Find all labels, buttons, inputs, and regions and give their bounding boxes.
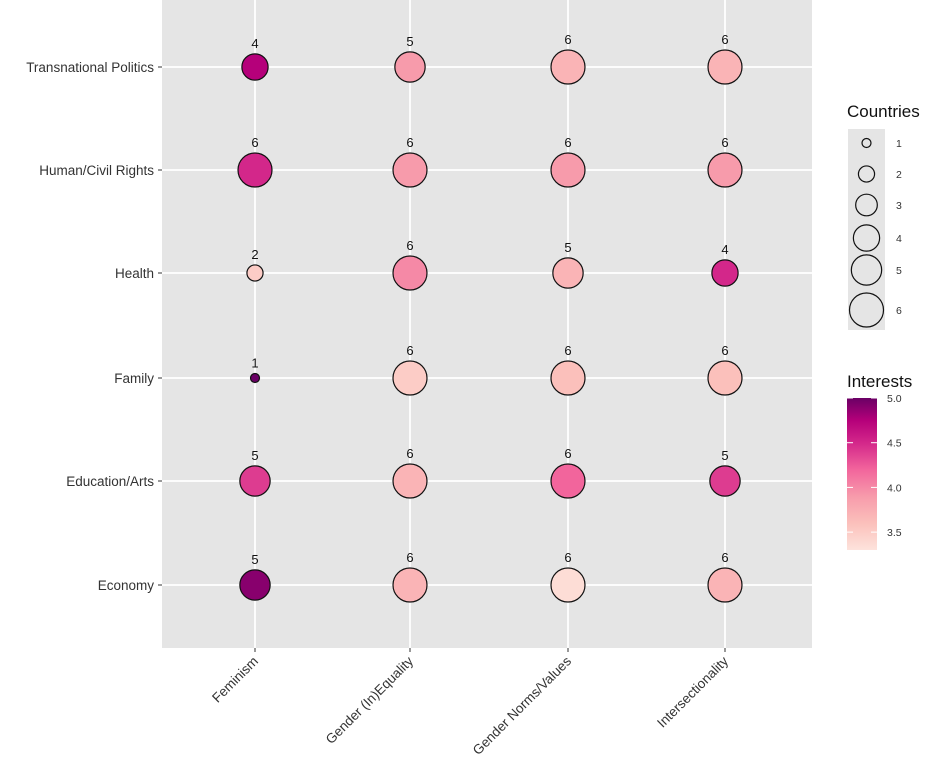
- size-legend-key: [852, 224, 881, 252]
- size-legend-label: 5: [896, 265, 902, 277]
- data-point: [707, 567, 743, 603]
- data-point: [550, 152, 586, 188]
- size-legend-box: [848, 129, 885, 330]
- data-point: [552, 257, 584, 289]
- data-point: [239, 569, 271, 601]
- y-tick-label: Transnational Politics: [26, 60, 154, 75]
- data-label: 6: [251, 135, 258, 150]
- data-point: [392, 152, 428, 188]
- colorbar-label: 5.0: [887, 393, 902, 405]
- data-point: [711, 259, 739, 287]
- data-label: 6: [564, 135, 571, 150]
- data-label: 6: [721, 32, 728, 47]
- colorbar: [847, 398, 877, 550]
- data-label: 6: [564, 550, 571, 565]
- data-label: 5: [251, 448, 258, 463]
- data-label: 5: [564, 240, 571, 255]
- data-point: [709, 465, 741, 497]
- data-label: 5: [251, 552, 258, 567]
- data-point: [249, 372, 261, 384]
- data-point: [550, 360, 586, 396]
- y-tick-label: Family: [114, 371, 154, 386]
- x-tick-label: Feminism: [209, 654, 261, 706]
- size-legend-label: 2: [896, 169, 902, 181]
- data-point: [392, 567, 428, 603]
- data-label: 4: [721, 242, 728, 257]
- data-label: 2: [251, 247, 258, 262]
- data-label: 6: [406, 135, 413, 150]
- data-point: [707, 152, 743, 188]
- data-point: [246, 264, 264, 282]
- data-point: [550, 463, 586, 499]
- y-tick-label: Education/Arts: [66, 474, 154, 489]
- data-point: [392, 463, 428, 499]
- size-legend-label: 1: [896, 138, 902, 150]
- size-legend-key: [861, 137, 872, 149]
- data-label: 5: [406, 34, 413, 49]
- data-label: 4: [251, 36, 258, 51]
- y-tick-label: Economy: [98, 578, 155, 593]
- size-legend-key: [848, 292, 885, 328]
- x-tick-label: Intersectionality: [654, 653, 731, 730]
- data-label: 5: [721, 448, 728, 463]
- data-point: [392, 255, 428, 291]
- data-point: [394, 51, 426, 83]
- y-tick-label: Human/Civil Rights: [39, 163, 154, 178]
- size-legend-key: [857, 165, 876, 183]
- data-label: 6: [406, 446, 413, 461]
- colorbar-label: 3.5: [887, 527, 902, 539]
- data-label: 6: [564, 446, 571, 461]
- data-label: 6: [406, 343, 413, 358]
- colorbar-label: 4.5: [887, 438, 902, 450]
- plot-panel: [162, 0, 812, 648]
- data-label: 6: [564, 32, 571, 47]
- size-legend-label: 3: [896, 200, 902, 212]
- color-legend-title: Interests: [847, 372, 912, 391]
- data-point: [707, 49, 743, 85]
- size-legend-label: 6: [896, 305, 902, 317]
- data-point: [550, 567, 586, 603]
- data-label: 6: [721, 343, 728, 358]
- data-label: 6: [406, 238, 413, 253]
- data-label: 6: [406, 550, 413, 565]
- data-point: [550, 49, 586, 85]
- data-point: [237, 152, 273, 188]
- data-point: [241, 53, 269, 81]
- data-label: 6: [721, 135, 728, 150]
- data-label: 6: [721, 550, 728, 565]
- size-legend-title: Countries: [847, 102, 920, 121]
- data-label: 1: [251, 356, 258, 371]
- y-tick-label: Health: [115, 266, 154, 281]
- colorbar-label: 4.0: [887, 482, 902, 494]
- x-tick-label: Gender (In)Equality: [323, 653, 417, 747]
- data-point: [707, 360, 743, 396]
- size-legend-key: [855, 193, 878, 217]
- x-tick-label: Gender Norms/Values: [470, 653, 575, 758]
- data-point: [392, 360, 428, 396]
- size-legend-key: [850, 254, 883, 286]
- size-legend-label: 4: [896, 233, 902, 245]
- data-point: [239, 465, 271, 497]
- data-label: 6: [564, 343, 571, 358]
